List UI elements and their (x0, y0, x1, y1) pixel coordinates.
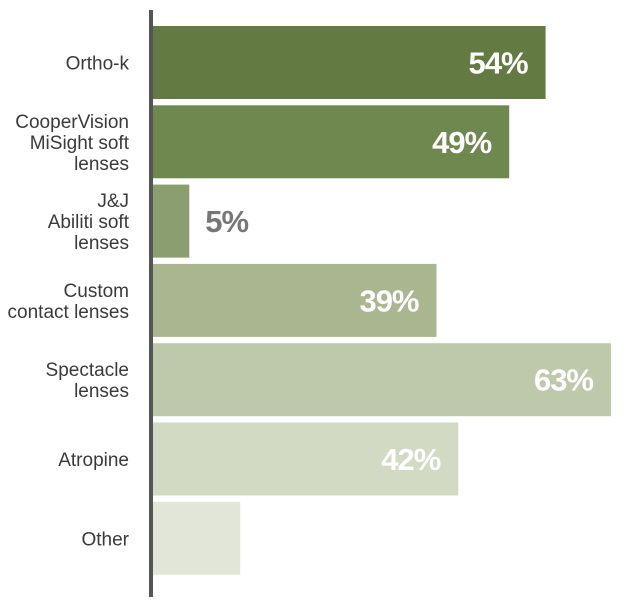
category-label-3-line-0: Custom (64, 281, 129, 302)
category-label-6-line-0: Other (81, 529, 129, 550)
value-label-4: 63% (534, 363, 593, 398)
value-label-0: 54% (469, 46, 528, 81)
category-label-0-line-0: Ortho-k (66, 54, 130, 75)
category-label-1-line-1: MiSight soft (30, 133, 130, 154)
bar-6 (153, 501, 241, 575)
value-label-2: 5% (205, 204, 248, 239)
category-label-2-line-2: lenses (74, 233, 129, 254)
bar-0 (153, 26, 546, 99)
category-label-4-line-0: Spectacle (46, 360, 129, 381)
bar-2 (153, 184, 190, 258)
category-label-3: Custom contact lenses (8, 281, 129, 323)
category-label-2: J&J Abiliti soft lenses (48, 191, 130, 254)
category-label-4-line-1: lenses (74, 381, 129, 402)
value-label-5: 42% (381, 442, 440, 477)
category-label-1-line-2: lenses (74, 154, 129, 175)
bar-5 (153, 422, 459, 496)
category-label-2-line-1: Abiliti soft (48, 212, 130, 233)
category-label-5: Atropine (58, 450, 129, 471)
category-label-2-line-0: J&J (97, 191, 129, 212)
category-label-5-line-0: Atropine (58, 450, 129, 471)
bar-4 (153, 343, 611, 417)
value-label-1: 49% (432, 125, 491, 160)
value-label-6: 12% (256, 521, 315, 556)
bar-1 (153, 105, 510, 179)
value-label-3: 39% (359, 283, 418, 318)
category-label-4: Spectacle lenses (46, 360, 129, 402)
category-label-3-line-1: contact lenses (8, 302, 129, 323)
bars-group (153, 26, 611, 575)
category-label-6: Other (81, 529, 129, 550)
category-label-1: CooperVision MiSight soft lenses (15, 112, 129, 175)
category-label-1-line-0: CooperVision (15, 112, 129, 133)
value-labels-group: 54% 49% 5% 39% 63% 42% 12% (205, 46, 594, 557)
bar-3 (153, 263, 437, 337)
category-label-0: Ortho-k (66, 54, 130, 75)
